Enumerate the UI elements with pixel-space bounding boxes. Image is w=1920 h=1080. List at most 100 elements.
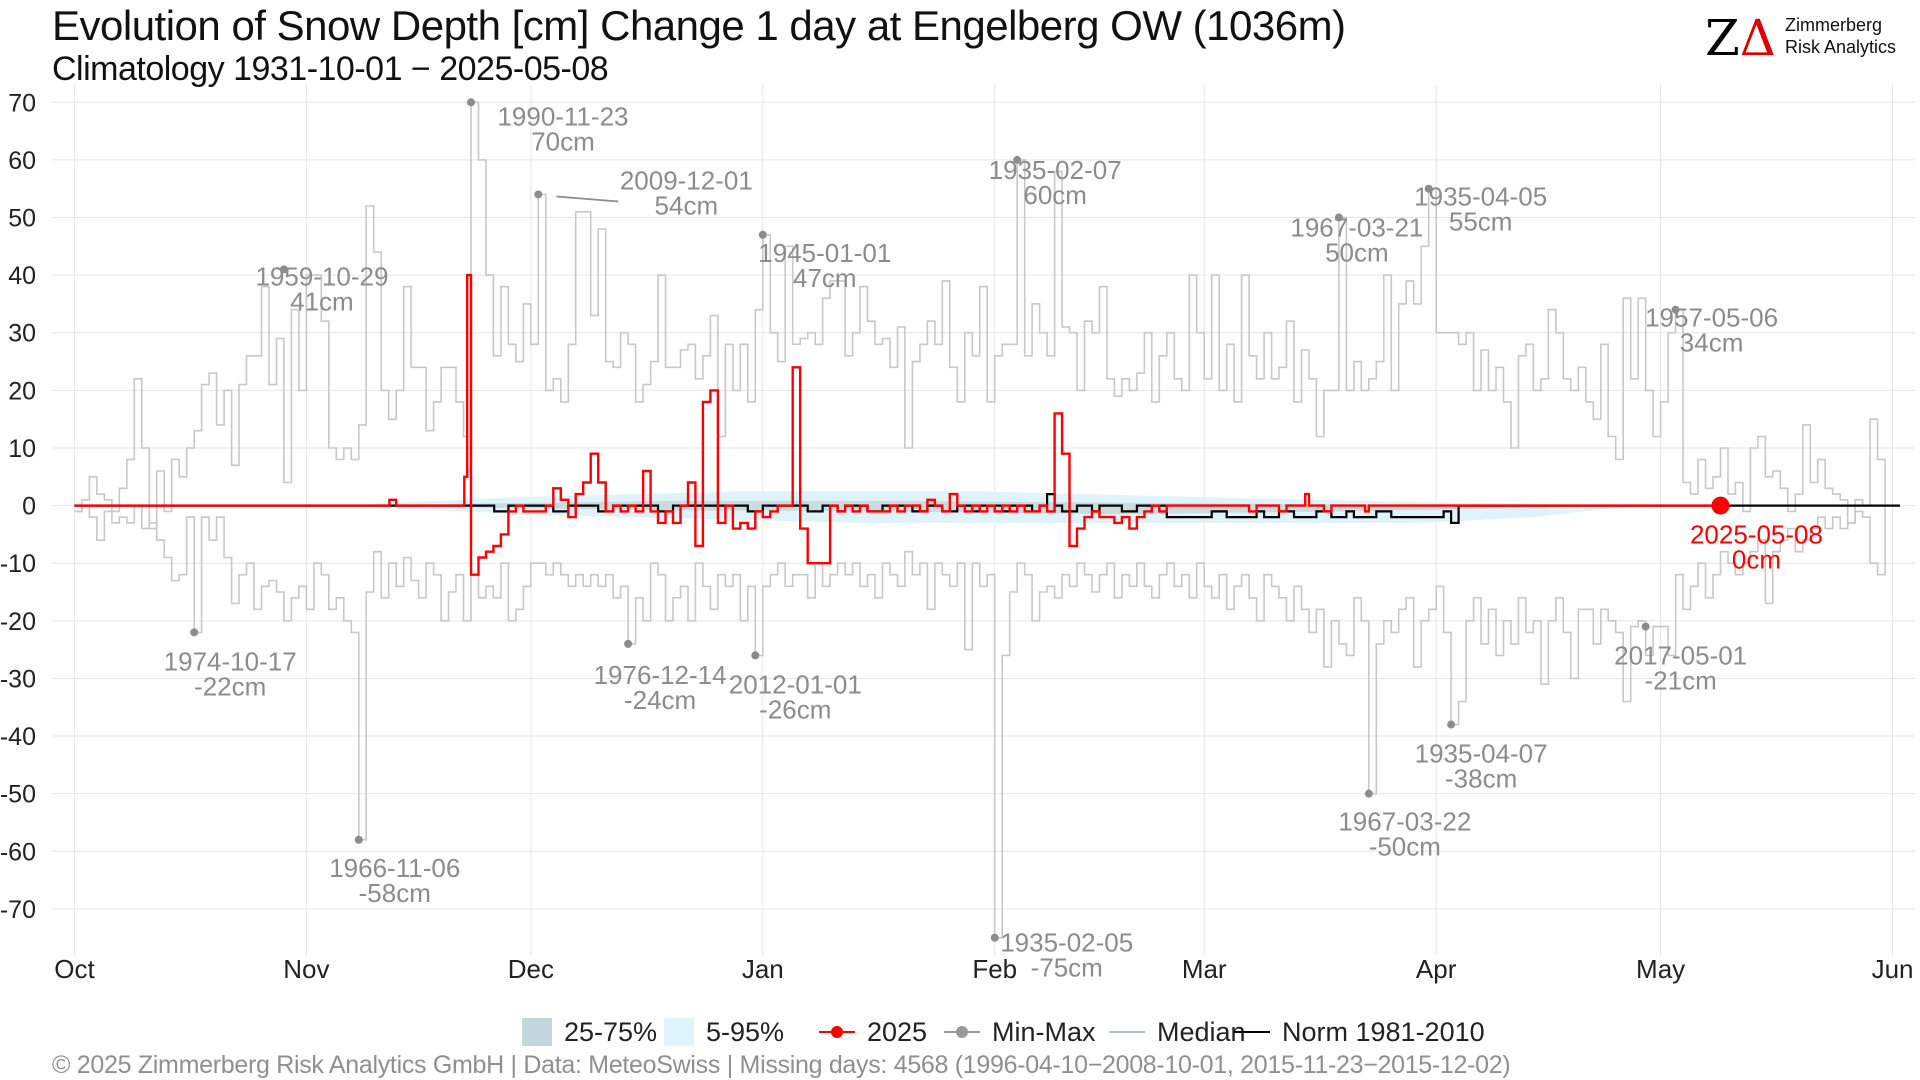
annotation-date: 2025-05-08 bbox=[1690, 520, 1823, 550]
annotation-date: 2012-01-01 bbox=[729, 669, 862, 699]
extreme-point bbox=[751, 651, 760, 660]
extreme-point bbox=[466, 98, 475, 107]
annotation-value: -22cm bbox=[194, 671, 266, 701]
min-line bbox=[74, 504, 1893, 939]
extreme-point bbox=[1424, 184, 1433, 193]
x-tick-label: May bbox=[1636, 954, 1685, 984]
y-tick-label: 10 bbox=[8, 435, 36, 463]
x-tick-label: Dec bbox=[508, 954, 554, 984]
extreme-point bbox=[1671, 305, 1680, 314]
current-line-path bbox=[74, 273, 1728, 576]
logo-line-1: Zimmerberg bbox=[1785, 15, 1883, 35]
legend-minmax-icon bbox=[942, 1018, 982, 1046]
annotation-date: 1935-02-07 bbox=[989, 155, 1122, 185]
annotation-value: -24cm bbox=[624, 685, 696, 715]
extreme-point bbox=[279, 265, 288, 274]
annotation-date: 1935-04-07 bbox=[1415, 739, 1548, 769]
y-tick-label: 40 bbox=[8, 262, 36, 290]
y-tick-label: -30 bbox=[0, 665, 36, 693]
y-tick-label: 30 bbox=[8, 320, 36, 348]
annotation-value: -75cm bbox=[1031, 953, 1103, 983]
y-tick-label: -70 bbox=[0, 896, 36, 924]
y-tick-label: -20 bbox=[0, 608, 36, 636]
y-tick-label: -60 bbox=[0, 838, 36, 866]
y-tick-label: 60 bbox=[8, 147, 36, 175]
legend-minmax-label: Min-Max bbox=[992, 1016, 1096, 1047]
company-logo: ZΔ Zimmerberg Risk Analytics bbox=[1705, 8, 1915, 68]
logo-mark-icon: ZΔ bbox=[1705, 9, 1776, 67]
annotation-value: -21cm bbox=[1645, 666, 1717, 696]
legend-minmax: Min-Max bbox=[942, 1012, 1096, 1052]
y-tick-label: 70 bbox=[8, 89, 36, 117]
extreme-point bbox=[354, 835, 363, 844]
legend-p5-95-swatch bbox=[664, 1018, 694, 1046]
y-tick-label: 20 bbox=[8, 377, 36, 405]
legend-norm-label: Norm 1981-2010 bbox=[1282, 1016, 1485, 1047]
annotation-value: 34cm bbox=[1680, 328, 1744, 358]
annotation-date: 1959-10-29 bbox=[255, 261, 388, 291]
annotation-value: -58cm bbox=[359, 878, 431, 908]
current-season-line bbox=[74, 273, 1730, 576]
extreme-point bbox=[624, 639, 633, 648]
annotation-date: 1967-03-22 bbox=[1338, 807, 1471, 837]
x-tick-label: Apr bbox=[1416, 954, 1457, 984]
annotation-value: 47cm bbox=[793, 263, 857, 293]
x-tick-label: Mar bbox=[1182, 954, 1227, 984]
annotation-date: 1990-11-23 bbox=[497, 101, 628, 131]
annotation-value: 0cm bbox=[1732, 545, 1781, 575]
x-tick-label: Oct bbox=[54, 954, 95, 984]
legend-p5-95-label: 5-95% bbox=[706, 1016, 785, 1047]
annotation-date: 1966-11-06 bbox=[329, 853, 460, 883]
annotation-value: 50cm bbox=[1325, 238, 1389, 268]
extreme-point bbox=[1334, 213, 1343, 222]
annotation-date: 1945-01-01 bbox=[758, 238, 891, 268]
data-source-caption: © 2025 Zimmerberg Risk Analytics GmbH | … bbox=[52, 1051, 1511, 1079]
annotation-date: 1976-12-14 bbox=[594, 660, 727, 690]
annotation-value: -50cm bbox=[1369, 832, 1441, 862]
annotation-value: -38cm bbox=[1445, 764, 1517, 794]
y-tick-label: 50 bbox=[8, 205, 36, 233]
chart-subtitle: Climatology 1931-10-01 − 2025-05-08 bbox=[52, 50, 609, 88]
x-tick-label: Feb bbox=[972, 954, 1017, 984]
legend-current-icon bbox=[817, 1018, 857, 1046]
annotation-date: 1935-04-05 bbox=[1414, 182, 1547, 212]
annotation-date: 2009-12-01 bbox=[620, 165, 753, 195]
annotation-date: 1974-10-17 bbox=[164, 646, 297, 676]
legend-iqr: 25-75% bbox=[522, 1012, 657, 1052]
annotation-value: 70cm bbox=[531, 126, 595, 156]
legend-norm-icon bbox=[1232, 1018, 1272, 1046]
annotation-value: 41cm bbox=[290, 286, 354, 316]
current-marker bbox=[1711, 496, 1730, 515]
x-tick-label: Jun bbox=[1872, 954, 1914, 984]
annotation-value: 60cm bbox=[1023, 180, 1087, 210]
extreme-point bbox=[1447, 720, 1456, 729]
legend-current-label: 2025 bbox=[867, 1016, 928, 1047]
extreme-point bbox=[758, 230, 767, 239]
legend-median-icon bbox=[1107, 1018, 1147, 1046]
y-tick-label: -10 bbox=[0, 550, 36, 578]
logo-line-2: Risk Analytics bbox=[1785, 37, 1897, 57]
min-max-lines bbox=[74, 101, 1893, 939]
chart-title: Evolution of Snow Depth [cm] Change 1 da… bbox=[52, 2, 1346, 49]
annotation-value: 55cm bbox=[1449, 207, 1513, 237]
y-tick-label: 0 bbox=[22, 493, 36, 521]
extreme-point bbox=[1364, 789, 1373, 798]
y-tick-label: -50 bbox=[0, 781, 36, 809]
logo-text: Zimmerberg Risk Analytics bbox=[1785, 14, 1896, 58]
legend-norm: Norm 1981-2010 bbox=[1232, 1012, 1485, 1052]
annotation-date: 1957-05-06 bbox=[1645, 303, 1778, 333]
x-tick-label: Jan bbox=[742, 954, 784, 984]
extreme-point bbox=[190, 628, 199, 637]
annotation-leader bbox=[556, 195, 619, 203]
extreme-point bbox=[534, 190, 543, 199]
extreme-point bbox=[1641, 622, 1650, 631]
legend-median: Median bbox=[1107, 1012, 1246, 1052]
legend-iqr-swatch bbox=[522, 1018, 552, 1046]
annotation-value: -26cm bbox=[759, 694, 831, 724]
annotation-value: 54cm bbox=[655, 190, 719, 220]
extreme-point bbox=[1013, 155, 1022, 164]
axis-labels: 70 60 50 40 30 20 10 0 -10 -20 -30 -40 -50 -60 -70 Oct N… bbox=[0, 89, 1914, 984]
x-tick-label: Nov bbox=[283, 954, 329, 984]
